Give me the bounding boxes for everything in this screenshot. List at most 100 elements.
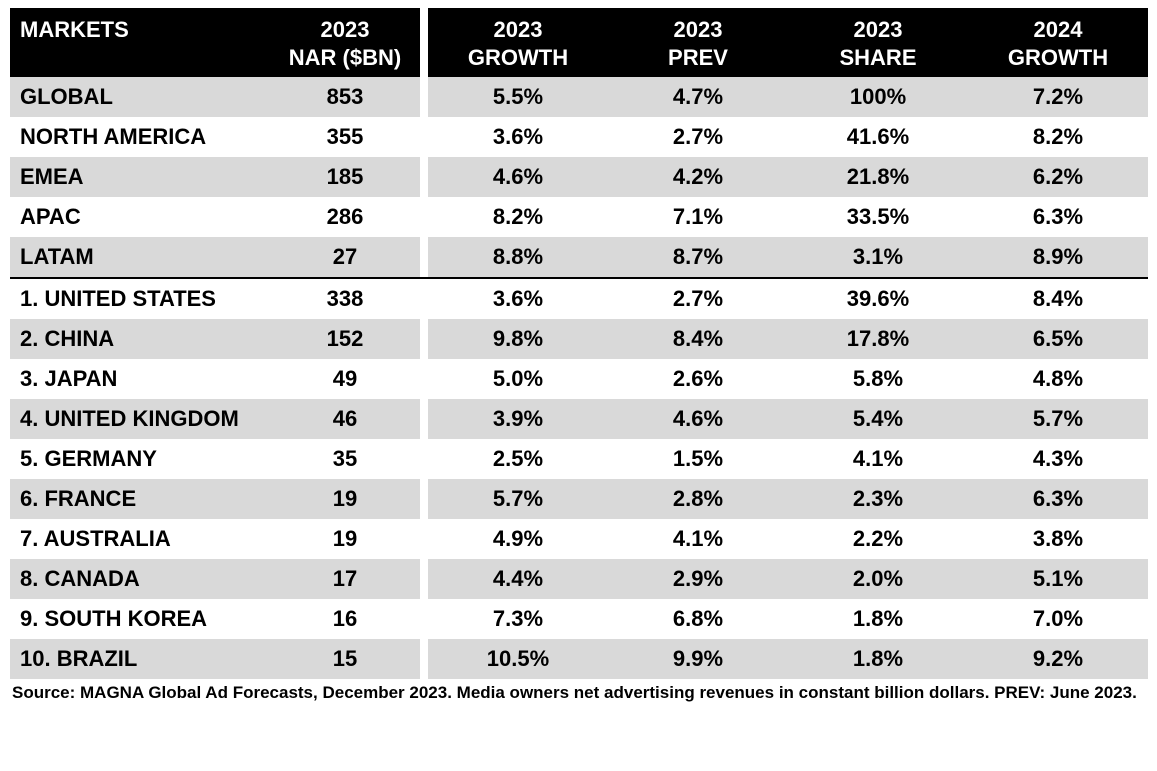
value-cell: 853 xyxy=(270,77,420,117)
value-cell: 2.5% xyxy=(428,439,608,479)
table-header: MARKETS2023NAR ($BN)2023GROWTH2023PREV20… xyxy=(10,8,1148,77)
value-cell: 5.1% xyxy=(968,559,1148,599)
table-row: 1. UNITED STATES3383.6%2.7%39.6%8.4% xyxy=(10,278,1148,319)
market-cell: 1. UNITED STATES xyxy=(10,278,270,319)
value-cell: 27 xyxy=(270,237,420,278)
col-header: 2024GROWTH xyxy=(968,8,1148,77)
table-row: 6. FRANCE195.7%2.8%2.3%6.3% xyxy=(10,479,1148,519)
column-gap xyxy=(420,278,428,319)
market-cell: 10. BRAZIL xyxy=(10,639,270,679)
column-gap xyxy=(420,519,428,559)
table-row: 10. BRAZIL1510.5%9.9%1.8%9.2% xyxy=(10,639,1148,679)
value-cell: 152 xyxy=(270,319,420,359)
value-cell: 2.8% xyxy=(608,479,788,519)
value-cell: 5.0% xyxy=(428,359,608,399)
value-cell: 1.8% xyxy=(788,599,968,639)
col-header-line1: MARKETS xyxy=(20,16,264,44)
market-cell: EMEA xyxy=(10,157,270,197)
col-header-line1: 2023 xyxy=(276,16,414,44)
value-cell: 4.1% xyxy=(788,439,968,479)
col-header-line1: 2023 xyxy=(794,16,962,44)
value-cell: 7.3% xyxy=(428,599,608,639)
column-gap xyxy=(420,559,428,599)
markets-table: MARKETS2023NAR ($BN)2023GROWTH2023PREV20… xyxy=(10,8,1148,679)
value-cell: 33.5% xyxy=(788,197,968,237)
value-cell: 8.8% xyxy=(428,237,608,278)
value-cell: 4.3% xyxy=(968,439,1148,479)
market-cell: 2. CHINA xyxy=(10,319,270,359)
column-gap xyxy=(420,117,428,157)
value-cell: 3.8% xyxy=(968,519,1148,559)
col-header-line1: 2023 xyxy=(434,16,602,44)
table-row: 9. SOUTH KOREA167.3%6.8%1.8%7.0% xyxy=(10,599,1148,639)
source-note: Source: MAGNA Global Ad Forecasts, Decem… xyxy=(10,679,1147,703)
value-cell: 2.7% xyxy=(608,117,788,157)
table-body: GLOBAL8535.5%4.7%100%7.2%NORTH AMERICA35… xyxy=(10,77,1148,679)
value-cell: 21.8% xyxy=(788,157,968,197)
col-header-line1: 2023 xyxy=(614,16,782,44)
value-cell: 4.1% xyxy=(608,519,788,559)
col-header: 2023NAR ($BN) xyxy=(270,8,420,77)
col-header-line2: GROWTH xyxy=(974,44,1142,72)
value-cell: 8.4% xyxy=(608,319,788,359)
value-cell: 4.6% xyxy=(428,157,608,197)
value-cell: 2.3% xyxy=(788,479,968,519)
value-cell: 1.5% xyxy=(608,439,788,479)
table-row: LATAM278.8%8.7%3.1%8.9% xyxy=(10,237,1148,278)
value-cell: 6.3% xyxy=(968,197,1148,237)
value-cell: 2.2% xyxy=(788,519,968,559)
market-cell: 7. AUSTRALIA xyxy=(10,519,270,559)
col-header: 2023GROWTH xyxy=(428,8,608,77)
value-cell: 4.4% xyxy=(428,559,608,599)
value-cell: 3.6% xyxy=(428,117,608,157)
value-cell: 4.6% xyxy=(608,399,788,439)
value-cell: 17 xyxy=(270,559,420,599)
value-cell: 338 xyxy=(270,278,420,319)
value-cell: 100% xyxy=(788,77,968,117)
value-cell: 6.5% xyxy=(968,319,1148,359)
col-header-line2: GROWTH xyxy=(434,44,602,72)
column-gap xyxy=(420,639,428,679)
value-cell: 5.7% xyxy=(968,399,1148,439)
col-header: MARKETS xyxy=(10,8,270,77)
value-cell: 7.0% xyxy=(968,599,1148,639)
column-gap xyxy=(420,197,428,237)
market-cell: LATAM xyxy=(10,237,270,278)
table-row: 2. CHINA1529.8%8.4%17.8%6.5% xyxy=(10,319,1148,359)
column-gap xyxy=(420,479,428,519)
value-cell: 41.6% xyxy=(788,117,968,157)
value-cell: 9.8% xyxy=(428,319,608,359)
value-cell: 4.2% xyxy=(608,157,788,197)
col-header-line1: 2024 xyxy=(974,16,1142,44)
table-row: 5. GERMANY352.5%1.5%4.1%4.3% xyxy=(10,439,1148,479)
value-cell: 2.9% xyxy=(608,559,788,599)
column-gap xyxy=(420,237,428,278)
table-row: NORTH AMERICA3553.6%2.7%41.6%8.2% xyxy=(10,117,1148,157)
value-cell: 8.2% xyxy=(968,117,1148,157)
value-cell: 355 xyxy=(270,117,420,157)
market-cell: 6. FRANCE xyxy=(10,479,270,519)
value-cell: 16 xyxy=(270,599,420,639)
market-cell: GLOBAL xyxy=(10,77,270,117)
column-gap xyxy=(420,319,428,359)
header-row: MARKETS2023NAR ($BN)2023GROWTH2023PREV20… xyxy=(10,8,1148,77)
value-cell: 3.9% xyxy=(428,399,608,439)
value-cell: 8.7% xyxy=(608,237,788,278)
col-header-line2: PREV xyxy=(614,44,782,72)
column-gap xyxy=(420,8,428,77)
table-row: 3. JAPAN495.0%2.6%5.8%4.8% xyxy=(10,359,1148,399)
value-cell: 2.0% xyxy=(788,559,968,599)
value-cell: 49 xyxy=(270,359,420,399)
market-cell: 4. UNITED KINGDOM xyxy=(10,399,270,439)
value-cell: 9.9% xyxy=(608,639,788,679)
value-cell: 6.3% xyxy=(968,479,1148,519)
column-gap xyxy=(420,77,428,117)
value-cell: 7.2% xyxy=(968,77,1148,117)
value-cell: 46 xyxy=(270,399,420,439)
table-row: 4. UNITED KINGDOM463.9%4.6%5.4%5.7% xyxy=(10,399,1148,439)
column-gap xyxy=(420,439,428,479)
value-cell: 8.2% xyxy=(428,197,608,237)
value-cell: 19 xyxy=(270,519,420,559)
column-gap xyxy=(420,359,428,399)
value-cell: 1.8% xyxy=(788,639,968,679)
